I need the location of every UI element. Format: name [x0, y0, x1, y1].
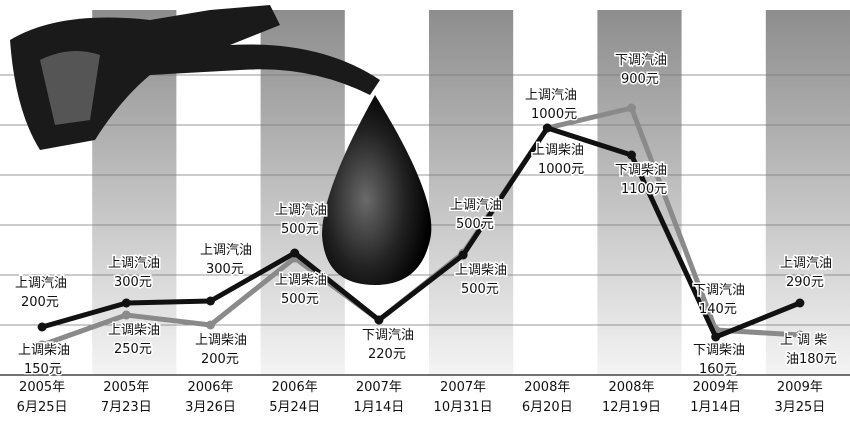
point — [542, 123, 552, 133]
point — [37, 322, 47, 332]
band — [597, 10, 682, 375]
annotation: 上调汽油 — [200, 243, 252, 258]
point — [458, 250, 468, 260]
annotation: 上 调 柴 — [780, 333, 827, 348]
point — [795, 298, 805, 308]
annotation: 500元 — [281, 222, 319, 237]
annotation: 900元 — [621, 72, 659, 87]
x-tick-label: 2008年 — [524, 380, 570, 395]
x-tick-label: 6月20日 — [522, 400, 573, 415]
x-tick-label: 2009年 — [693, 380, 739, 395]
annotation: 下调汽油 — [615, 53, 667, 68]
annotation: 1000元 — [538, 162, 584, 177]
annotation: 上调汽油 — [15, 276, 67, 291]
annotation: 290元 — [786, 275, 824, 290]
x-tick-label: 6月25日 — [17, 400, 68, 415]
x-tick-label: 7月23日 — [101, 400, 152, 415]
annotation: 上调汽油 — [108, 256, 160, 271]
annotation: 300元 — [206, 262, 244, 277]
annotation: 上调柴油 — [195, 333, 247, 348]
annotation: 500元 — [456, 217, 494, 232]
annotation: 500元 — [281, 292, 319, 307]
annotation: 上调柴油 — [108, 323, 160, 338]
point — [290, 248, 300, 258]
point — [121, 310, 131, 320]
annotation: 140元 — [699, 302, 737, 317]
annotation: 160元 — [699, 362, 737, 377]
annotation: 油180元 — [786, 352, 837, 367]
point — [206, 296, 215, 306]
x-tick-label: 2008年 — [608, 380, 654, 395]
annotation: 1100元 — [621, 182, 667, 197]
background-grid — [0, 74, 850, 326]
point — [627, 103, 636, 113]
annotation: 1000元 — [531, 107, 577, 122]
annotation: 上调柴油 — [18, 343, 70, 358]
x-tick-label: 1月14日 — [353, 400, 404, 415]
point — [121, 298, 131, 308]
x-tick-label: 2006年 — [272, 380, 318, 395]
annotation: 上调柴油 — [532, 143, 584, 158]
annotation: 上调汽油 — [275, 203, 327, 218]
annotation: 200元 — [201, 352, 239, 367]
x-tick-label: 1月14日 — [690, 400, 741, 415]
annotation: 下调柴油 — [615, 163, 667, 178]
annotation: 150元 — [24, 362, 62, 377]
annotation: 上调汽油 — [525, 88, 577, 103]
annotation: 上调汽油 — [780, 256, 832, 271]
x-tick-label: 3月25日 — [774, 400, 825, 415]
x-tick-label: 5月24日 — [269, 400, 320, 415]
x-tick-label: 2009年 — [777, 380, 823, 395]
x-tick-label: 10月31日 — [434, 400, 493, 415]
annotation: 下调汽油 — [362, 328, 414, 343]
annotation: 上调柴油 — [275, 273, 327, 288]
series-line — [41, 125, 801, 340]
annotation: 下调汽油 — [693, 283, 745, 298]
x-tick-label: 2005年 — [103, 380, 149, 395]
fuel-nozzle — [10, 5, 432, 285]
x-tick-label: 2007年 — [356, 380, 402, 395]
point — [37, 340, 47, 350]
x-tick-label: 2005年 — [19, 380, 65, 395]
annotation: 上调柴油 — [455, 263, 507, 278]
point — [206, 320, 215, 330]
annotation: 上调汽油 — [450, 198, 502, 213]
annotation: 220元 — [368, 347, 406, 362]
annotation: 250元 — [114, 342, 152, 357]
point — [795, 330, 805, 340]
annotation: 300元 — [114, 275, 152, 290]
annotation: 500元 — [461, 282, 499, 297]
point — [711, 332, 721, 342]
x-tick-label: 3月26日 — [185, 400, 236, 415]
x-tick-label: 2007年 — [440, 380, 486, 395]
band — [765, 10, 850, 375]
x-tick-label: 12月19日 — [602, 400, 661, 415]
plot: 上调汽油200元上调柴油150元上调汽油300元上调柴油250元上调汽油300元… — [14, 51, 839, 378]
annotation: 200元 — [21, 295, 59, 310]
point — [374, 315, 384, 325]
x-tick-label: 2006年 — [187, 380, 233, 395]
point — [627, 150, 636, 160]
band — [429, 10, 514, 375]
annotation: 下调柴油 — [693, 343, 745, 358]
